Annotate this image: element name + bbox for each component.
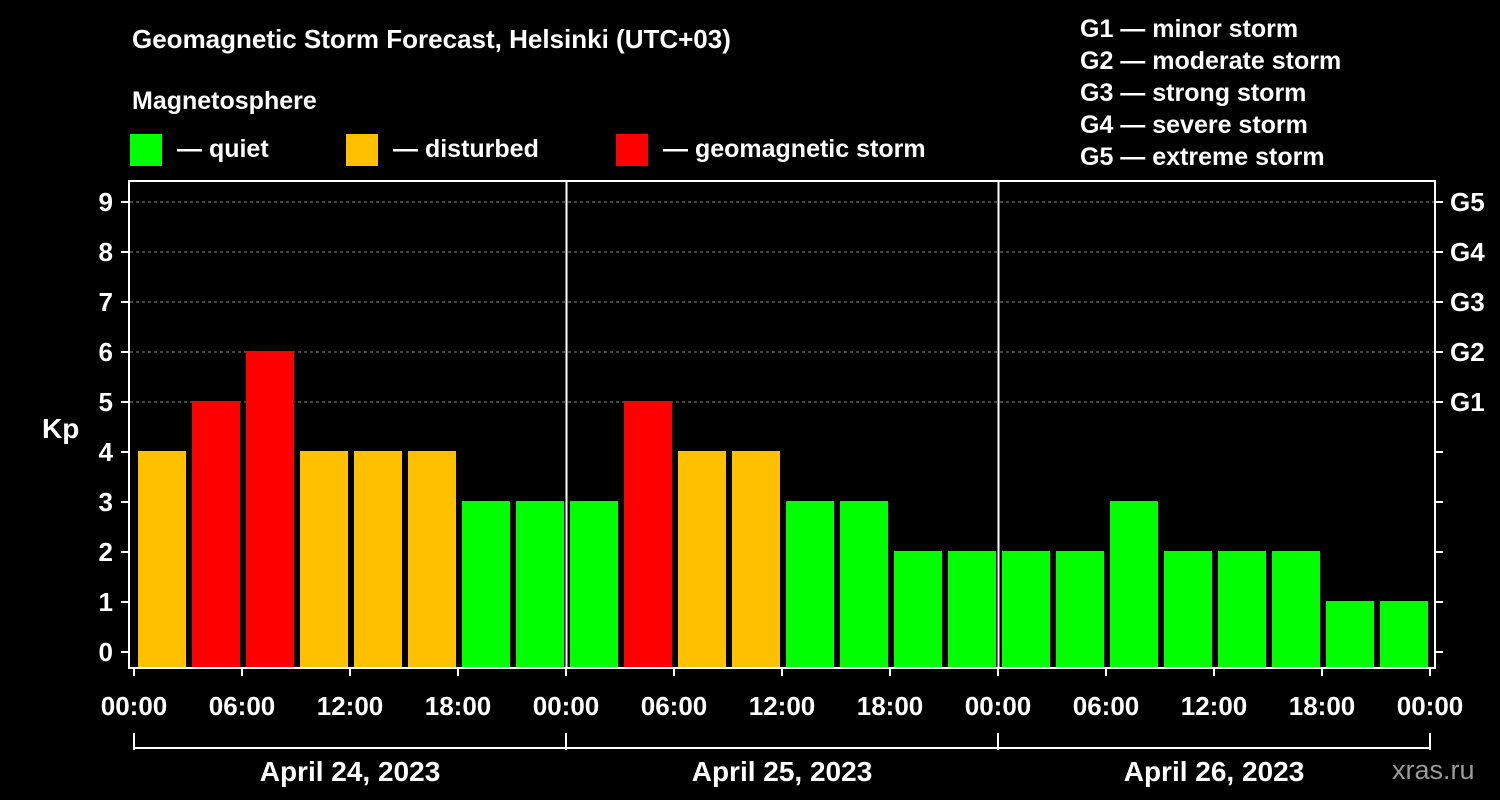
kp-bar — [300, 451, 348, 667]
kp-bar — [1326, 601, 1374, 667]
y-tick-label: 1 — [99, 587, 113, 617]
storm-level-label: G2 — [1450, 337, 1485, 367]
kp-bar — [138, 451, 186, 667]
kp-bar — [678, 451, 726, 667]
x-axis-ticks: 00:00 06:00 12:00 18:00 00:00 06:00 12:00 18:00… — [101, 668, 1464, 721]
legend-label-quiet: — quiet — [177, 135, 269, 163]
y-tick-label: 4 — [99, 437, 114, 467]
y-tick-label: 3 — [99, 487, 113, 517]
kp-bar — [1272, 551, 1320, 667]
legend-heading: Magnetosphere — [132, 87, 317, 115]
y-tick-label: 6 — [99, 337, 113, 367]
legend-label-disturbed: — disturbed — [393, 135, 539, 163]
date-label: April 26, 2023 — [1124, 756, 1305, 787]
x-tick-label: 00:00 — [965, 691, 1032, 721]
kp-bar — [786, 501, 834, 667]
legend-swatch-disturbed — [346, 134, 378, 166]
kp-bar — [354, 451, 402, 667]
x-tick-label: 06:00 — [1073, 691, 1140, 721]
x-tick-label: 06:00 — [641, 691, 708, 721]
storm-scale-g2: G2 — moderate storm — [1080, 47, 1341, 75]
y-axis-label: Kp — [42, 413, 79, 444]
right-axis-ticks: G1 G2 G3 G4 G5 — [1435, 187, 1485, 653]
x-tick-label: 12:00 — [749, 691, 816, 721]
x-tick-label: 12:00 — [1181, 691, 1248, 721]
kp-bar — [732, 451, 780, 667]
kp-bar — [624, 401, 672, 667]
chart-title: Geomagnetic Storm Forecast, Helsinki (UT… — [132, 24, 731, 54]
legend: — quiet — disturbed — geomagnetic storm — [130, 134, 926, 166]
kp-bar — [840, 501, 888, 667]
x-tick-label: 18:00 — [857, 691, 924, 721]
bars — [138, 351, 1428, 667]
x-tick-label: 18:00 — [425, 691, 492, 721]
legend-swatch-storm — [616, 134, 648, 166]
kp-bar — [408, 451, 456, 667]
kp-bar — [894, 551, 942, 667]
legend-label-storm: — geomagnetic storm — [663, 135, 926, 163]
watermark: xras.ru — [1392, 755, 1475, 785]
legend-swatch-quiet — [130, 134, 162, 166]
x-tick-label: 00:00 — [1397, 691, 1464, 721]
storm-scale-g1: G1 — minor storm — [1080, 15, 1298, 43]
date-label: April 25, 2023 — [692, 756, 873, 787]
storm-level-label: G3 — [1450, 287, 1485, 317]
storm-scale-legend: G1 — minor storm G2 — moderate storm G3 … — [1080, 15, 1341, 171]
kp-bar — [1002, 551, 1050, 667]
y-axis-ticks: 0 1 2 3 4 5 6 7 8 9 — [99, 187, 129, 667]
date-axis: April 24, 2023 April 25, 2023 April 26, 20… — [133, 733, 1431, 787]
kp-bar — [1056, 551, 1104, 667]
x-tick-label: 18:00 — [1289, 691, 1356, 721]
x-tick-label: 00:00 — [533, 691, 600, 721]
kp-bar — [192, 401, 240, 667]
grid-lines — [130, 201, 1434, 403]
kp-bar — [1218, 551, 1266, 667]
storm-scale-g4: G4 — severe storm — [1080, 111, 1308, 139]
y-tick-label: 0 — [99, 637, 113, 667]
y-tick-label: 5 — [99, 387, 113, 417]
kp-bar — [516, 501, 564, 667]
storm-scale-g5: G5 — extreme storm — [1080, 143, 1325, 171]
kp-bar — [948, 551, 996, 667]
kp-bar — [462, 501, 510, 667]
storm-level-label: G5 — [1450, 187, 1485, 217]
y-tick-label: 9 — [99, 187, 113, 217]
y-tick-label: 7 — [99, 287, 113, 317]
kp-bar — [570, 501, 618, 667]
x-tick-label: 12:00 — [317, 691, 384, 721]
storm-level-label: G4 — [1450, 237, 1485, 267]
kp-bar — [246, 351, 294, 667]
x-tick-label: 00:00 — [101, 691, 168, 721]
x-tick-label: 06:00 — [209, 691, 276, 721]
y-tick-label: 2 — [99, 537, 113, 567]
date-label: April 24, 2023 — [260, 756, 441, 787]
storm-scale-g3: G3 — strong storm — [1080, 79, 1306, 107]
kp-bar — [1110, 501, 1158, 667]
kp-bar — [1164, 551, 1212, 667]
storm-level-label: G1 — [1450, 387, 1485, 417]
kp-bar — [1380, 601, 1428, 667]
y-tick-label: 8 — [99, 237, 113, 267]
